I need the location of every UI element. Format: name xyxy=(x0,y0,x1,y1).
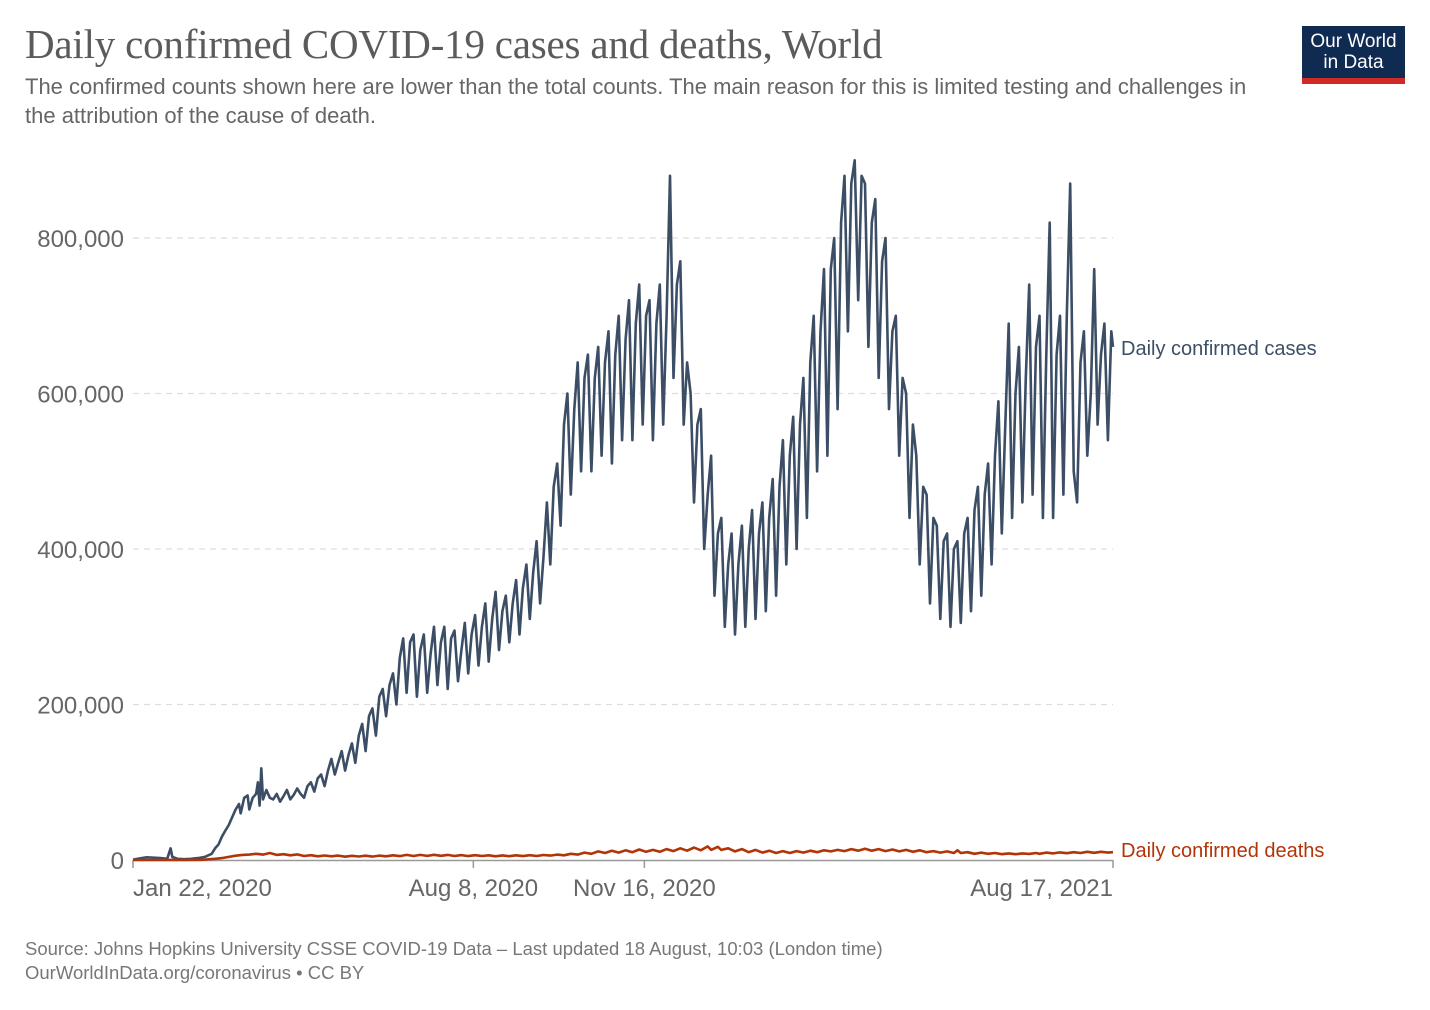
x-tick-label: Aug 8, 2020 xyxy=(409,875,538,902)
series-lines xyxy=(132,159,1115,862)
x-tick-label: Aug 17, 2021 xyxy=(970,875,1113,902)
series-labels: Daily confirmed cases Daily confirmed dea… xyxy=(1121,338,1324,862)
x-axis: Jan 22, 2020 Aug 8, 2020 Nov 16, 2020 Aug 1… xyxy=(132,859,1114,902)
series-label-cases: Daily confirmed cases xyxy=(1121,338,1317,360)
x-tick-label: Jan 22, 2020 xyxy=(133,875,272,902)
logo-accent-bar xyxy=(1302,78,1405,84)
license-link[interactable]: OurWorldInData.org/coronavirus • CC BY xyxy=(25,962,365,983)
logo-line-2: in Data xyxy=(1323,52,1384,73)
y-tick-label: 600,000 xyxy=(37,382,124,409)
y-tick-label: 200,000 xyxy=(37,693,124,720)
logo-line-1: Our World xyxy=(1310,31,1397,52)
x-tick-label: Nov 16, 2020 xyxy=(573,875,716,902)
y-axis: 0 200,000 400,000 600,000 800,000 xyxy=(37,226,124,875)
owid-logo[interactable]: Our World in Data xyxy=(1302,26,1405,84)
chart-subtitle: The confirmed counts shown here are lowe… xyxy=(25,74,1247,128)
chart-title: Daily confirmed COVID-19 cases and death… xyxy=(25,21,883,67)
source-note: Source: Johns Hopkins University CSSE CO… xyxy=(25,938,883,959)
grid-lines xyxy=(133,237,1113,706)
series-line-cases xyxy=(132,159,1115,861)
chart-footer: Source: Johns Hopkins University CSSE CO… xyxy=(25,937,883,985)
series-label-deaths: Daily confirmed deaths xyxy=(1121,840,1324,862)
series-line-deaths xyxy=(133,845,1114,862)
y-tick-label: 0 xyxy=(111,848,124,875)
y-tick-label: 400,000 xyxy=(37,537,124,564)
y-tick-label: 800,000 xyxy=(37,226,124,253)
